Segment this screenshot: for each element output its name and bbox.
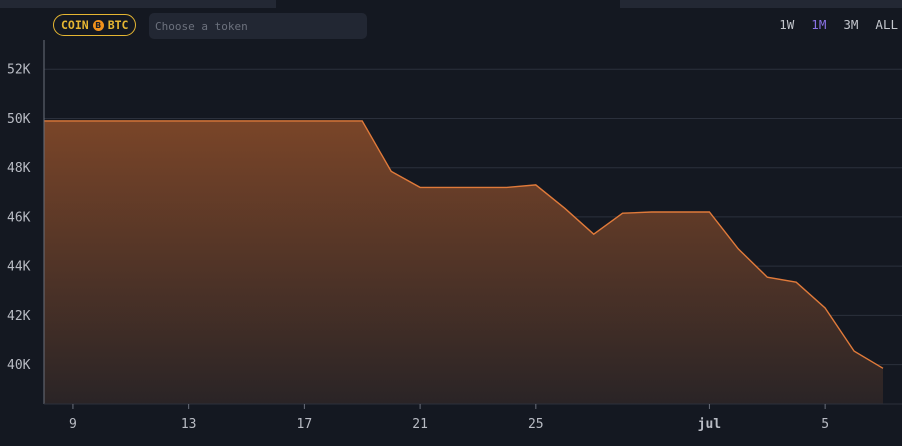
x-tick-label: jul [698,417,721,432]
top-strip-segment-left [0,0,276,8]
top-strip [0,0,902,8]
x-tick-label: 25 [528,417,544,432]
token-search-input[interactable] [149,13,367,39]
area-fill [44,120,883,405]
range-tab-all[interactable]: ALL [875,17,898,32]
x-tick-label: 21 [412,417,428,432]
y-tick-label: 40K [7,358,31,373]
y-tick-label: 42K [7,309,31,324]
area-series [44,120,884,405]
y-tick-label: 52K [7,63,31,78]
range-tab-1w[interactable]: 1W [779,17,795,32]
coin-badge[interactable]: COIN B BTC [53,14,137,36]
price-line [44,120,884,369]
range-tab-3m[interactable]: 3M [843,17,859,32]
x-tick-label: 17 [297,417,313,432]
top-strip-segment-right [620,0,902,8]
coin-badge-symbol: BTC [107,18,129,32]
coin-badge-label: COIN [61,18,89,32]
x-tick-label: 5 [821,417,829,432]
y-tick-label: 48K [7,161,31,176]
range-tabs: 1W 1M 3M ALL [779,17,898,32]
x-tick-label: 13 [181,417,197,432]
y-tick-label: 44K [7,260,31,275]
axes [43,40,902,405]
x-axis-ticks: 9 13 17 21 25 jul 5 [69,404,829,432]
y-axis-ticks: 40K 42K 44K 46K 48K 50K 52K [7,63,31,373]
range-tab-1m[interactable]: 1M [811,17,827,32]
bitcoin-icon: B [92,19,104,31]
y-tick-label: 46K [7,210,31,225]
x-tick-label: 9 [69,417,77,432]
y-tick-label: 50K [7,112,31,127]
